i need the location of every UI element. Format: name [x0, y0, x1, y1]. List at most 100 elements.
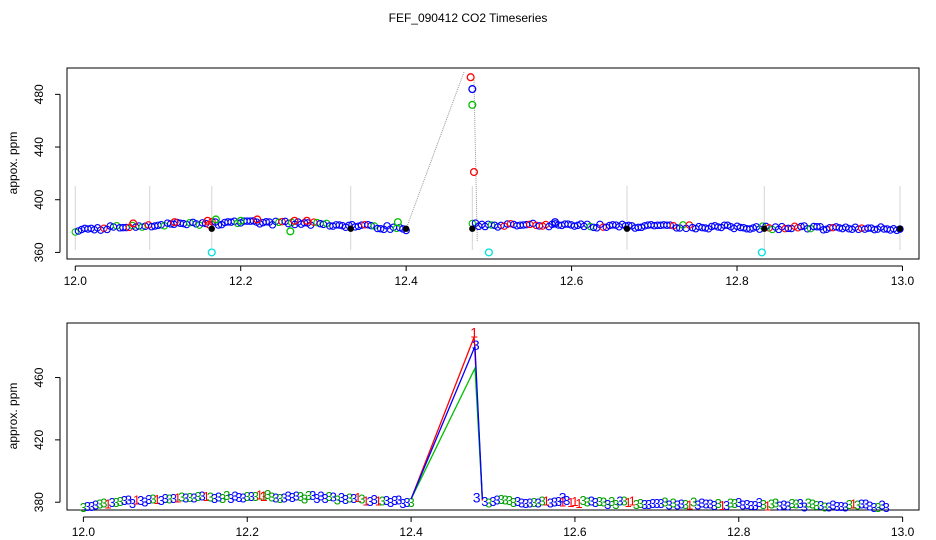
data-point: [262, 218, 270, 226]
data-point: [813, 222, 821, 231]
series-marker-label: 3: [813, 498, 820, 513]
series-marker-label: 3: [211, 491, 218, 506]
series-marker-label: 3: [489, 494, 496, 509]
data-point-black: [896, 225, 904, 232]
series-marker-label: 1: [719, 498, 726, 513]
x-tick-label: 12.2: [229, 274, 253, 288]
x-tick-label: 12.0: [72, 525, 96, 539]
series-marker-label: 3: [711, 498, 718, 513]
series-marker-label: 3: [555, 494, 562, 509]
y-tick-label: 420: [32, 430, 46, 450]
data-point: [466, 73, 475, 82]
series-marker-label: 3: [792, 497, 799, 512]
point-label: 3: [472, 337, 480, 353]
series-marker-label: 3: [530, 495, 537, 510]
series-marker-label: 3: [252, 489, 259, 504]
series-marker-label: 1: [375, 493, 382, 508]
x-tick-label: 12.6: [563, 525, 587, 539]
series-marker-label: 3: [121, 493, 128, 508]
series-marker-label: 3: [223, 488, 230, 503]
point-label: 1: [470, 324, 478, 340]
series-marker-label: 3: [772, 495, 779, 510]
data-point: [71, 228, 80, 236]
bottom-y-axis-label: approx. ppm: [6, 383, 20, 450]
series-marker-label: 3: [96, 497, 103, 512]
series-marker-label: 3: [321, 491, 328, 506]
series-marker-label: 3: [395, 492, 402, 507]
y-tick-label: 440: [32, 137, 46, 157]
series-marker-label: 3: [88, 499, 95, 514]
series-marker-label: 3: [805, 496, 812, 511]
series-marker-label: 3: [235, 490, 242, 505]
x-tick-label: 12.6: [560, 274, 584, 288]
series-line-3: [410, 346, 483, 500]
series-marker-label: 3: [129, 496, 136, 511]
series-marker-label: 3: [768, 496, 775, 511]
series-marker-label: 1: [174, 491, 181, 506]
series-marker-label: 3: [641, 497, 648, 512]
series-marker-label: 1: [362, 494, 369, 509]
top-panel: appox. ppm 12.0 12.2 12.4 12.6 12.8 13.0 360 4…: [6, 67, 920, 288]
series-marker-label: 3: [743, 497, 750, 512]
series-marker-label: 3: [879, 498, 886, 513]
data-point: [300, 219, 309, 227]
series-marker-label: 1: [543, 494, 550, 509]
series-marker-label: 3: [92, 498, 99, 513]
series-marker-label: 3: [182, 491, 189, 506]
top-x-axis: 12.0 12.2 12.4 12.6 12.8 13.0: [64, 265, 914, 288]
series-marker-label: 3: [862, 497, 869, 512]
series-marker-label: 3: [752, 498, 759, 513]
series-marker-label: 3: [309, 488, 316, 503]
series-marker-label: 3: [170, 491, 177, 506]
series-marker-label: 3: [821, 500, 828, 515]
series-marker-label: 3: [194, 489, 201, 504]
series-marker-label: 3: [158, 493, 165, 508]
series-marker-label: 3: [407, 495, 414, 510]
series-marker-label: 3: [518, 496, 525, 511]
series-marker-label: 3: [502, 492, 509, 507]
series-marker-label: 3: [391, 493, 398, 508]
point-label: 3: [473, 490, 481, 506]
data-point: [211, 215, 220, 224]
data-point-black: [761, 225, 768, 232]
data-point: [249, 217, 258, 225]
series-marker-label: 3: [276, 491, 283, 506]
series-marker-label: 1: [575, 496, 582, 511]
bottom-panel: approx. ppm 12.0 12.2 12.4 12.6 12.8 13.0 380…: [6, 322, 920, 539]
data-point-black: [623, 225, 631, 232]
series-marker-label: 3: [166, 491, 173, 506]
data-point: [746, 225, 754, 233]
gap-connector: [405, 71, 465, 229]
series-marker-label: 3: [526, 496, 533, 511]
data-point: [335, 221, 344, 229]
series-marker-label: 3: [801, 499, 808, 514]
series-marker-label: 3: [219, 491, 226, 506]
y-tick-label: 360: [32, 242, 46, 262]
top-y-axis: 360 400 440 480: [32, 84, 61, 262]
series-marker-label: 3: [506, 493, 513, 508]
x-tick-label: 12.0: [64, 274, 88, 288]
series-marker-label: 3: [584, 495, 591, 510]
data-point: [122, 223, 130, 232]
data-point: [666, 221, 674, 229]
series-marker-label: 3: [579, 493, 586, 508]
data-point: [253, 215, 262, 224]
series-marker-label: 3: [702, 496, 709, 511]
data-point: [484, 248, 493, 257]
series-marker-label: 3: [854, 497, 861, 512]
data-point: [207, 248, 216, 257]
x-tick-label: 12.4: [399, 525, 423, 539]
series-marker-label: 1: [203, 489, 210, 504]
series-marker-label: 3: [858, 497, 865, 512]
series-marker-label: 1: [686, 497, 693, 512]
data-point: [589, 223, 598, 232]
series-marker-label: 3: [199, 488, 206, 503]
series-marker-label: 3: [666, 498, 673, 513]
data-point: [550, 218, 560, 227]
series-marker-label: 3: [596, 494, 603, 509]
bottom-y-axis: 380 420 460: [32, 367, 61, 512]
bottom-plot-frame: [66, 322, 920, 511]
series-marker-label: 3: [387, 495, 394, 510]
series-marker-label: 3: [842, 499, 849, 514]
series-marker-label: 1: [256, 487, 263, 502]
